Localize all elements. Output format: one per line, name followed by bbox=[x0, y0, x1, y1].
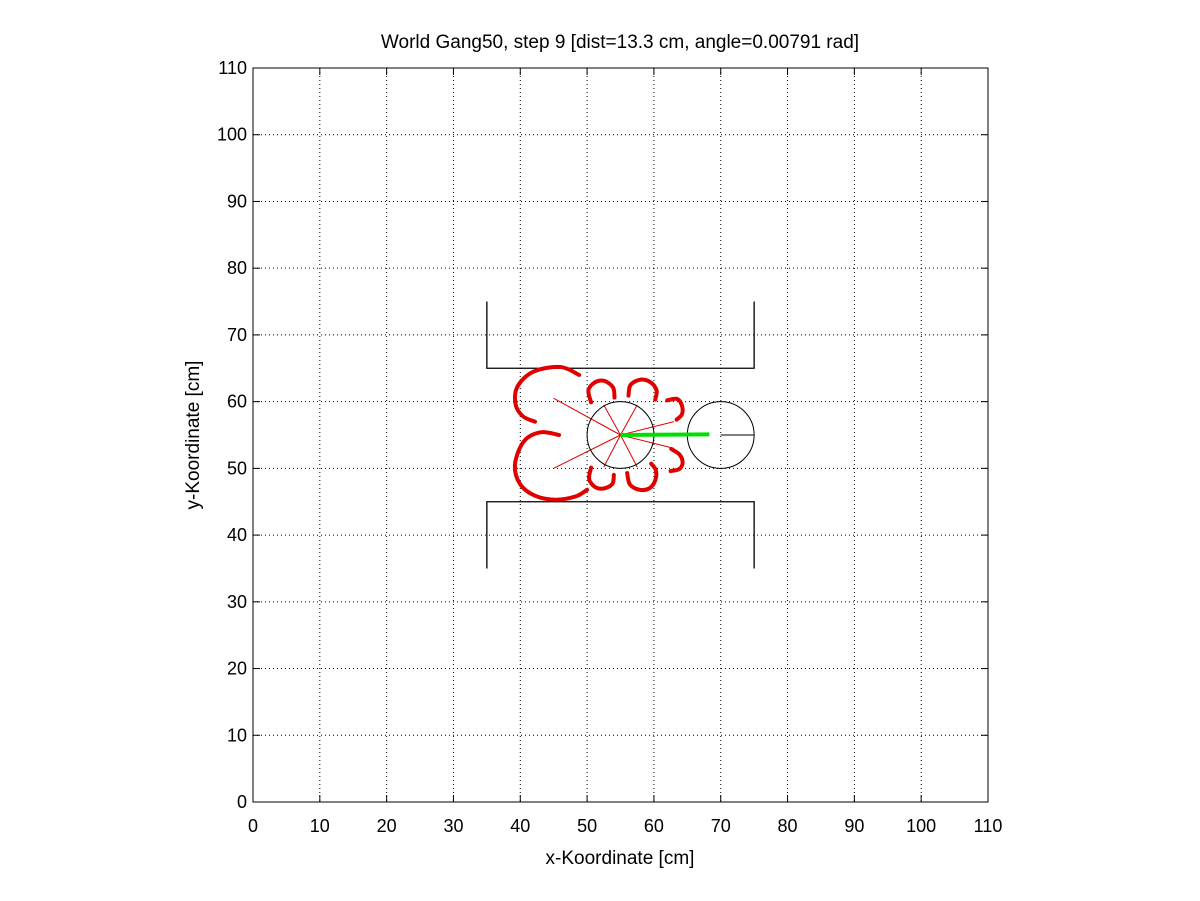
y-tick-label: 50 bbox=[227, 458, 247, 478]
lower-wall bbox=[487, 502, 754, 569]
sensor-top-2-arc bbox=[629, 380, 657, 400]
path-layer bbox=[621, 434, 710, 435]
y-tick-label: 0 bbox=[237, 792, 247, 812]
x-tick-label: 80 bbox=[778, 816, 798, 836]
y-tick-label: 10 bbox=[227, 725, 247, 745]
sensor-bottom-2-ray bbox=[621, 435, 638, 467]
sensor-top-2-ray bbox=[621, 405, 638, 435]
sensor-bottom-2-arc bbox=[627, 464, 656, 490]
y-tick-label: 80 bbox=[227, 258, 247, 278]
sensor-upper-left bbox=[515, 367, 620, 435]
sensor-right-down-arc bbox=[671, 449, 683, 471]
upper-wall bbox=[487, 302, 754, 369]
x-axis-label: x-Koordinate [cm] bbox=[546, 848, 695, 869]
x-tick-label: 100 bbox=[906, 816, 936, 836]
sensor-lower-left-arc bbox=[515, 432, 587, 500]
y-tick-label: 70 bbox=[227, 325, 247, 345]
sensor-bottom-1-ray bbox=[604, 435, 621, 467]
path-segment bbox=[621, 434, 710, 435]
chart-title: World Gang50, step 9 [dist=13.3 cm, angl… bbox=[381, 32, 859, 53]
sensor-top-1-arc bbox=[588, 381, 614, 403]
sensor-upper-left-arc bbox=[515, 367, 579, 422]
sensor-right-up bbox=[621, 399, 683, 435]
y-tick-label: 90 bbox=[227, 191, 247, 211]
y-tick-label: 110 bbox=[218, 58, 247, 78]
x-tick-label: 60 bbox=[644, 816, 664, 836]
x-tick-label: 10 bbox=[310, 816, 330, 836]
y-tick-label: 60 bbox=[227, 392, 247, 412]
x-tick-label: 40 bbox=[510, 816, 530, 836]
x-tick-label: 0 bbox=[248, 816, 258, 836]
sensor-bottom-2 bbox=[621, 435, 657, 490]
y-tick-label: 30 bbox=[227, 592, 247, 612]
sensor-bottom-1-arc bbox=[589, 468, 614, 489]
y-axis-label: y-Koordinate [cm] bbox=[183, 361, 204, 510]
x-tick-label: 70 bbox=[711, 816, 731, 836]
y-tick-label: 100 bbox=[217, 125, 247, 145]
x-tick-label: 90 bbox=[844, 816, 864, 836]
x-tick-label: 30 bbox=[443, 816, 463, 836]
axis-ticks: 0 10 20 30 40 50 60 70 80 90 100 110 0 10 20 30 40 50 60 70… bbox=[217, 58, 1002, 836]
x-tick-label: 20 bbox=[377, 816, 397, 836]
sensor-top-1 bbox=[588, 381, 620, 435]
sensor-right-down-ray bbox=[621, 435, 674, 448]
y-tick-label: 20 bbox=[227, 659, 247, 679]
y-tick-label: 40 bbox=[227, 525, 247, 545]
x-tick-label: 110 bbox=[974, 816, 1003, 836]
x-tick-label: 50 bbox=[577, 816, 597, 836]
